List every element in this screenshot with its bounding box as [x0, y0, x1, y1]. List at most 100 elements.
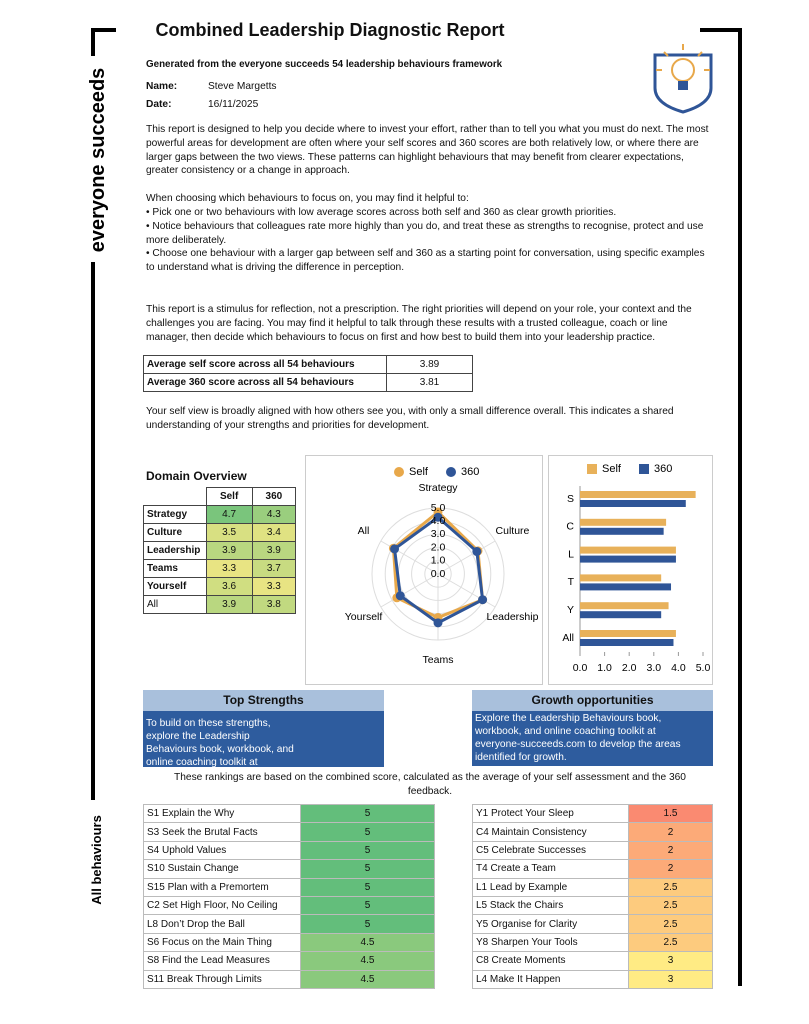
value-cell: 3.9: [205, 541, 253, 560]
label-cell: S11 Break Through Limits: [143, 969, 301, 989]
date-label: Date:: [146, 99, 172, 110]
value-cell: 4.5: [300, 951, 435, 971]
value-cell: 3.89: [386, 355, 473, 374]
r-tick-label: 4.0: [431, 515, 446, 527]
x-tick-label: 3.0: [646, 662, 661, 674]
row: C2 Set High Floor, No Ceiling 5: [143, 895, 435, 916]
row: L1 Lead by Example 2.5: [472, 877, 713, 897]
label-cell: C8 Create Moments: [472, 951, 629, 971]
value-cell: 2.5: [628, 932, 713, 953]
point: [472, 547, 482, 557]
value-cell: 2.5: [628, 895, 713, 916]
y-tick-label: T: [568, 576, 575, 588]
strengths-box: Top Strengths To build on these strength…: [143, 690, 384, 781]
title: Combined Leadership Diagnostic Report: [155, 20, 505, 40]
bar: [580, 546, 676, 554]
strengths-text: To build on these strengths, explore the…: [143, 711, 384, 781]
y-tick-label: Y: [567, 604, 574, 616]
r-tick-label: 3.0: [431, 528, 446, 540]
legend-label: Self: [602, 463, 622, 475]
label-cell: C2 Set High Floor, No Ceiling: [143, 895, 301, 916]
x-tick-label: 5.0: [696, 662, 711, 674]
row: S3 Seek the Brutal Facts 5: [143, 822, 435, 842]
row: Y1 Protect Your Sleep 1.5: [472, 803, 713, 824]
bar: [580, 639, 674, 646]
value-cell: 3.81: [386, 373, 473, 392]
paragraph: This report is designed to help you deci…: [146, 124, 709, 177]
value-cell: 3.8: [251, 595, 297, 614]
value-cell: 3.9: [205, 595, 253, 614]
bar: [580, 527, 664, 535]
name: Steve Margetts: [208, 81, 277, 92]
bar: [580, 491, 696, 498]
summary: Your self view is broadly aligned with h…: [146, 406, 674, 431]
value-cell: 4.3: [251, 505, 297, 524]
row: Strategy 4.7 4.3: [143, 505, 297, 524]
value-cell: 4.7: [205, 505, 253, 524]
value-cell: 5: [300, 877, 435, 897]
row: Average self score across all 54 behavio…: [143, 355, 473, 374]
point: [478, 595, 488, 605]
legend-marker: [639, 464, 649, 474]
strengths-title: Top Strengths: [143, 690, 384, 711]
r-tick-label: 0.0: [431, 568, 446, 580]
domain-table: Self 360 Strategy 4.7 4.3 Culture 3.5 3.4 Leader…: [143, 487, 297, 614]
bar: [580, 583, 672, 591]
spoke: [380, 573, 439, 608]
row: S8 Find the Lead Measures 4.5: [143, 951, 435, 971]
label-cell: S4 Uphold Values: [143, 840, 301, 861]
value-cell: 5: [300, 859, 435, 879]
label-cell: Leadership: [143, 541, 207, 560]
value-cell: 3.3: [205, 559, 253, 578]
point: [433, 512, 443, 522]
rankings-note: These rankings are based on the combined…: [174, 772, 686, 797]
x-tick-label: 4.0: [671, 662, 686, 674]
name-label: Name:: [146, 81, 178, 92]
row: Average 360 score across all 54 behaviou…: [143, 373, 473, 392]
spoke: [437, 540, 496, 575]
row: Yourself 3.6 3.3: [143, 577, 297, 596]
bar: [580, 602, 669, 610]
row: Teams 3.3 3.7: [143, 559, 297, 578]
x-tick-label: 1.0: [597, 662, 612, 674]
label-cell: Y1 Protect Your Sleep: [472, 803, 629, 824]
row: S10 Sustain Change 5: [143, 859, 435, 879]
row: C5 Celebrate Successes 2: [472, 840, 713, 861]
label-cell: Strategy: [143, 505, 207, 524]
intro: This report is designed to help you deci…: [146, 123, 710, 344]
value-cell: 5: [300, 895, 435, 916]
row: All 3.9 3.8: [143, 595, 297, 614]
bar: [580, 500, 686, 507]
row: L4 Make It Happen 3: [472, 969, 713, 989]
radar-chart: Strategy Culture Leadership Teams Yourself Al…: [305, 455, 543, 685]
row: S15 Plan with a Premortem 5: [143, 877, 435, 897]
header-cell: 360: [251, 487, 297, 506]
label-cell: S8 Find the Lead Measures: [143, 951, 301, 971]
row: Y5 Organise for Clarity 2.5: [472, 914, 713, 934]
value-cell: 3: [628, 969, 713, 989]
label-cell: S6 Focus on the Main Thing: [143, 932, 301, 953]
label-cell: Y5 Organise for Clarity: [472, 914, 629, 934]
y-tick-label: L: [568, 548, 574, 560]
growth-box: Growth opportunities Explore the Leaders…: [472, 690, 713, 766]
subtitle: Generated from the everyone succeeds 54 …: [146, 59, 503, 70]
value-cell: 3.9: [251, 541, 297, 560]
growth-title: Growth opportunities: [472, 690, 713, 711]
date: 16/11/2025: [208, 99, 259, 110]
row: S11 Break Through Limits 4.5: [143, 969, 435, 989]
row: S1 Explain the Why 5: [143, 803, 435, 824]
bar: [580, 611, 662, 619]
label-cell: Culture: [143, 523, 207, 542]
value-cell: 3: [628, 951, 713, 971]
row: C4 Maintain Consistency 2: [472, 822, 713, 842]
paragraph: When choosing which behaviours to focus …: [146, 193, 469, 205]
y-tick-label: All: [562, 632, 574, 644]
value-cell: 4.5: [300, 932, 435, 953]
domain-title: Domain Overview: [146, 469, 247, 483]
row: L8 Don’t Drop the Ball 5: [143, 914, 435, 934]
averages-table: Average self score across all 54 behavio…: [143, 355, 473, 392]
label-cell: L8 Don’t Drop the Ball: [143, 914, 301, 934]
legend-marker: [446, 467, 456, 477]
row: T4 Create a Team 2: [472, 859, 713, 879]
